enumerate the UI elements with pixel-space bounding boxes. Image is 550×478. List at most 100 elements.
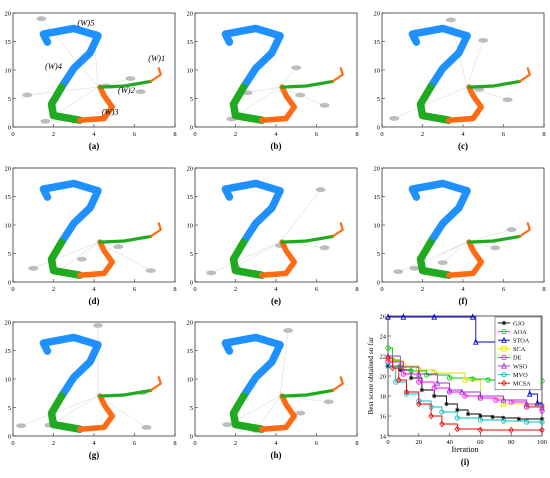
segment-3-path [259, 84, 297, 123]
legend-label: STOA [513, 338, 530, 345]
segment-annotation: (W)2 [118, 85, 136, 95]
panel-label: (b) [271, 141, 282, 151]
obstacle-ellipse [113, 244, 124, 250]
segment-3-path [77, 393, 115, 432]
obstacle-ellipse [28, 265, 39, 271]
legend-item-mcsa: MCSA [498, 379, 531, 388]
obstacle-ellipse [323, 399, 334, 405]
series-marker [462, 377, 468, 383]
series-marker [416, 379, 422, 385]
series-marker [408, 375, 414, 381]
y-tick-label: 0 [190, 434, 193, 441]
x-tick-label: 2 [234, 131, 237, 138]
link-line [235, 241, 281, 268]
series-marker [431, 385, 437, 391]
x-tick-label: 0 [193, 131, 196, 138]
path-panel-b: 0 2 4 6 8 0 5 10 15 20 (b) [187, 11, 359, 152]
y-tick-label: 10 [5, 377, 12, 384]
convergence-series [385, 313, 545, 434]
panel-label: (f) [459, 296, 468, 306]
segment-5-path [39, 179, 102, 246]
series-marker [446, 386, 453, 393]
y-tick-label: 15 [5, 194, 12, 201]
segment-4-path [229, 392, 266, 433]
series-marker [470, 376, 476, 382]
x-tick-label: 4 [461, 286, 465, 293]
panel-frame [194, 12, 358, 128]
segment-2-path [467, 234, 522, 244]
series-marker [439, 409, 445, 415]
obstacle-ellipse [295, 410, 306, 416]
link-line [398, 241, 468, 272]
series-marker [500, 418, 507, 424]
convergence-y-label: Best score obtained so far [366, 337, 375, 415]
series-marker [385, 354, 391, 362]
segment-1-path [149, 67, 162, 83]
obstacle-ellipse [206, 270, 217, 276]
x-tick-label: 6 [133, 286, 137, 293]
segment-3-path [259, 393, 297, 432]
link-line [279, 67, 297, 88]
link-line [49, 395, 99, 426]
x-tick-label: 4 [274, 131, 278, 138]
y-tick-label: 26 [380, 314, 387, 321]
series-marker [501, 379, 507, 387]
y-tick-label: 18 [380, 394, 387, 401]
series-marker [431, 370, 437, 376]
segment-2-path [98, 388, 153, 398]
link-line [21, 395, 99, 426]
legend-label: WSO [513, 363, 527, 370]
y-tick-label: 20 [187, 166, 194, 173]
segment-3-path [77, 239, 115, 278]
x-tick-label: 2 [52, 286, 55, 293]
link-line [442, 241, 468, 263]
y-tick-label: 5 [377, 96, 380, 103]
obstacle-ellipse [445, 17, 456, 23]
y-tick-label: 10 [187, 377, 194, 384]
series-marker [523, 404, 530, 410]
obstacle-ellipse [125, 76, 136, 81]
segment-3-path [446, 239, 484, 278]
link-line [57, 241, 99, 272]
obstacle-ellipse [409, 265, 420, 271]
x-tick-label: 8 [355, 131, 358, 138]
legend-item-gjo: GJO [498, 320, 525, 327]
y-tick-label: 15 [5, 39, 12, 46]
x-tick-label: 2 [421, 286, 424, 293]
y-tick-label: 20 [374, 166, 381, 173]
panel-label: (h) [271, 450, 282, 460]
x-tick-label: 6 [315, 440, 319, 447]
y-tick-label: 0 [190, 125, 193, 132]
segment-1-path [149, 376, 162, 392]
y-tick-label: 5 [8, 96, 11, 103]
obstacle-ellipse [135, 89, 146, 95]
obstacle-ellipse [283, 328, 294, 333]
series-marker [539, 426, 545, 434]
series-marker [485, 377, 491, 383]
y-tick-label: 15 [5, 348, 12, 355]
y-tick-label: 10 [187, 223, 194, 230]
segment-5-path [221, 333, 284, 400]
series-marker [516, 416, 522, 422]
x-tick-label: 6 [502, 131, 506, 138]
y-tick-label: 20 [5, 166, 12, 173]
series-marker [444, 401, 449, 407]
segment-annotation: (W)5 [77, 18, 94, 28]
series-marker [465, 411, 471, 417]
obstacle-ellipse [502, 97, 513, 103]
path-panel-d: 0 2 4 6 8 0 5 10 15 20 (d) [5, 166, 177, 307]
panel-label: (d) [89, 296, 100, 306]
series-marker [500, 401, 507, 407]
segment-4-path [416, 238, 453, 279]
panel-label: (a) [89, 141, 100, 151]
series-marker [416, 400, 422, 408]
series-marker [428, 412, 434, 420]
link-line [97, 241, 151, 271]
segment-5-path [39, 333, 102, 400]
x-tick-label: 8 [173, 131, 176, 138]
obstacle-ellipse [16, 423, 27, 429]
obstacle-ellipse [141, 425, 152, 430]
x-tick-label: 4 [461, 131, 465, 138]
